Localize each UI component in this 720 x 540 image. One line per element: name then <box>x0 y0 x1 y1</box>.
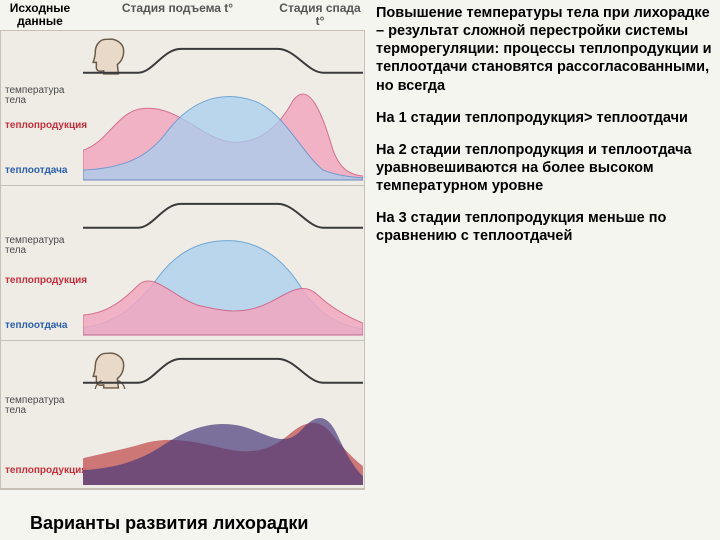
bottom-caption: Варианты развития лихорадки <box>30 513 308 534</box>
row1-svg <box>83 31 363 185</box>
stage-labels: Исходные данные Стадия подъема t° Стадия… <box>0 2 365 28</box>
paragraph-2: На 1 стадии теплопродукция> теплоотдачи <box>376 109 714 127</box>
row1-labels: температура тела теплопродукция теплоотд… <box>3 31 83 185</box>
chart-row-1: температура тела теплопродукция теплоотд… <box>1 31 364 186</box>
chart-area: температура тела теплопродукция теплоотд… <box>0 30 365 490</box>
label-rise: Стадия подъема t° <box>80 2 275 28</box>
label-fall: Стадия спада t° <box>275 2 365 28</box>
row3-svg <box>83 341 363 488</box>
chart-row-3: температура тела теплопродукция <box>1 341 364 489</box>
row3-labels: температура тела теплопродукция <box>3 341 83 488</box>
text-panel: Повышение температуры тела при лихорадке… <box>370 0 720 540</box>
chart-row-2: температура тела теплопродукция теплоотд… <box>1 186 364 341</box>
paragraph-1: Повышение температуры тела при лихорадке… <box>376 4 714 95</box>
paragraph-4: На 3 стадии теплопродукция меньше по сра… <box>376 209 714 245</box>
row2-labels: температура тела теплопродукция теплоотд… <box>3 186 83 340</box>
label-prod: теплопродукция <box>5 276 87 286</box>
label-otd: теплоотдача <box>5 166 67 176</box>
label-otd: теплоотдача <box>5 321 67 331</box>
diagram-panel: Исходные данные Стадия подъема t° Стадия… <box>0 0 365 540</box>
label-temp: температура тела <box>5 236 83 256</box>
label-source: Исходные данные <box>0 2 80 28</box>
row2-svg <box>83 186 363 340</box>
label-temp: температура тела <box>5 396 83 416</box>
label-prod: теплопродукция <box>5 466 87 476</box>
label-temp: температура тела <box>5 86 83 106</box>
label-prod: теплопродукция <box>5 121 87 131</box>
paragraph-3: На 2 стадии теплопродукция и теплоотдача… <box>376 141 714 195</box>
